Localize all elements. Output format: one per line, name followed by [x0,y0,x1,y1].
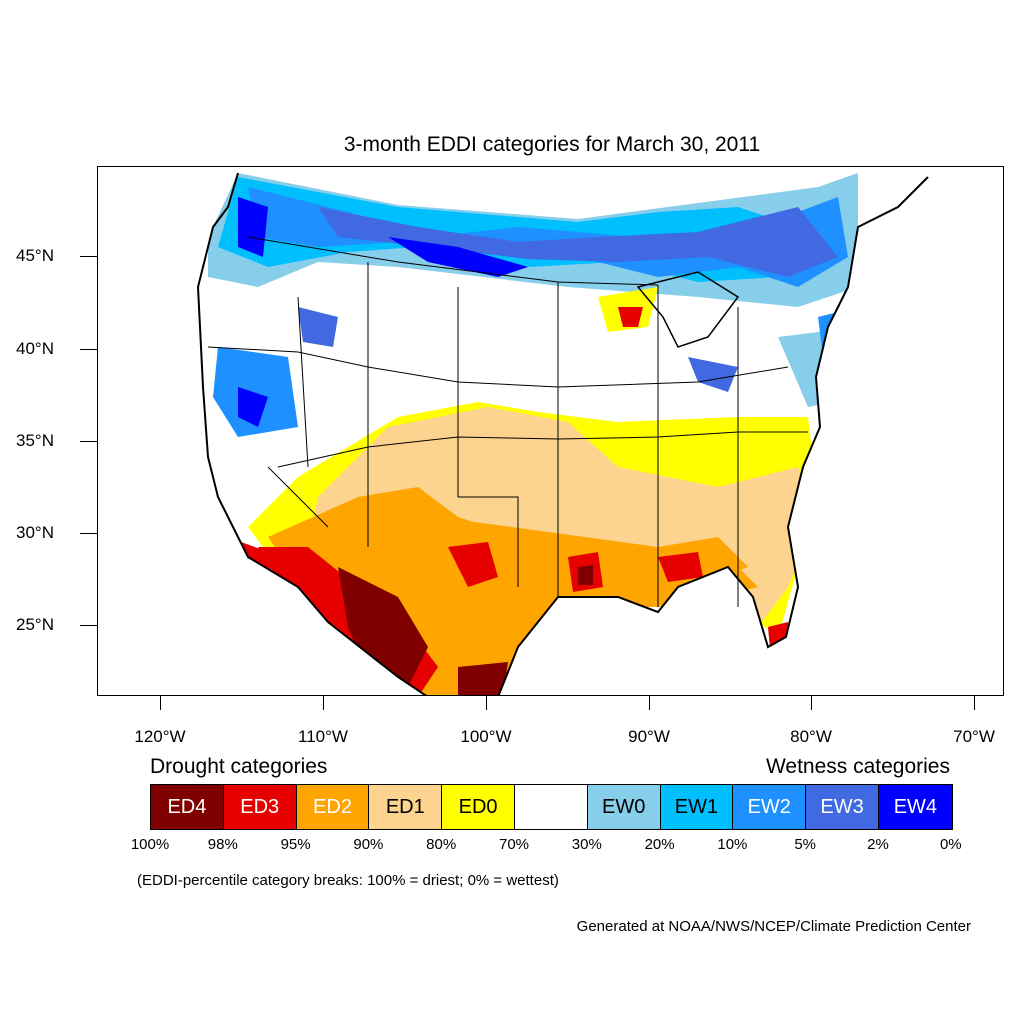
latitude-tick [80,441,97,443]
percentile-break-label: 90% [353,836,384,853]
longitude-label: 120°W [134,727,186,746]
percentile-break-label: 5% [794,836,817,853]
legend-category-ew2: EW2 [733,785,807,829]
state-boundaries [207,236,808,607]
percentile-break-label: 10% [717,836,748,853]
legend-category-ew4: EW4 [878,785,952,829]
latitude-label: 40°N [16,339,54,358]
percentile-break-label: 0% [939,836,962,853]
great-lakes [636,271,740,348]
legend-category-ed0: ED0 [442,785,515,829]
percentile-break-label: 80% [426,836,457,853]
longitude-tick [160,696,162,710]
latitude-tick [80,349,97,351]
latitude-label: 45°N [16,246,54,265]
drought-categories-title: Drought categories [150,755,328,778]
longitude-label: 100°W [460,727,512,746]
legend-category-ew3: EW3 [806,785,879,829]
longitude-tick [486,696,488,710]
latitude-tick [80,533,97,535]
latitude-tick [80,625,97,627]
percentile-break-label: 20% [644,836,675,853]
percentile-break-label: 98% [207,836,238,853]
legend-category-ew0: EW0 [587,785,661,829]
latitude-tick [80,256,97,258]
percentile-break-label: 100% [130,836,170,853]
longitude-tick [649,696,651,710]
percentile-break-label: 2% [867,836,889,853]
longitude-label: 90°W [628,727,670,746]
latitude-label: 25°N [16,615,54,634]
credit-line: Generated at NOAA/NWS/NCEP/Climate Predi… [576,918,971,935]
coastline [196,172,929,695]
map-title: 3-month EDDI categories for March 30, 20… [343,133,761,156]
percentile-break-label: 70% [498,836,530,853]
legend-category-ed2: ED2 [296,785,370,829]
category-legend: ED4 ED3 ED2 ED1 ED0 EW0 EW1 EW2 EW3 EW4 [150,784,953,830]
eddi-map [196,172,929,695]
latitude-label: 30°N [16,523,54,542]
legend-category-ed3: ED3 [223,785,297,829]
longitude-label: 110°W [298,727,348,746]
percentile-break-label: 95% [280,836,311,853]
longitude-tick [323,696,325,710]
latitude-label: 35°N [16,431,54,450]
longitude-tick [811,696,813,710]
legend-category-normal [514,785,588,829]
map-panel [97,166,1004,696]
longitude-label: 80°W [790,727,832,746]
legend-category-ed1: ED1 [369,785,443,829]
longitude-tick [974,696,976,710]
legend-category-ew1: EW1 [660,785,734,829]
percentile-break-label: 30% [571,836,602,853]
wetness-categories-title: Wetness categories [765,755,950,778]
legend-category-ed4: ED4 [151,785,224,829]
eddi-category-fill [198,173,858,695]
category-note: (EDDI-percentile category breaks: 100% =… [137,872,559,889]
longitude-label: 70°W [953,727,995,746]
